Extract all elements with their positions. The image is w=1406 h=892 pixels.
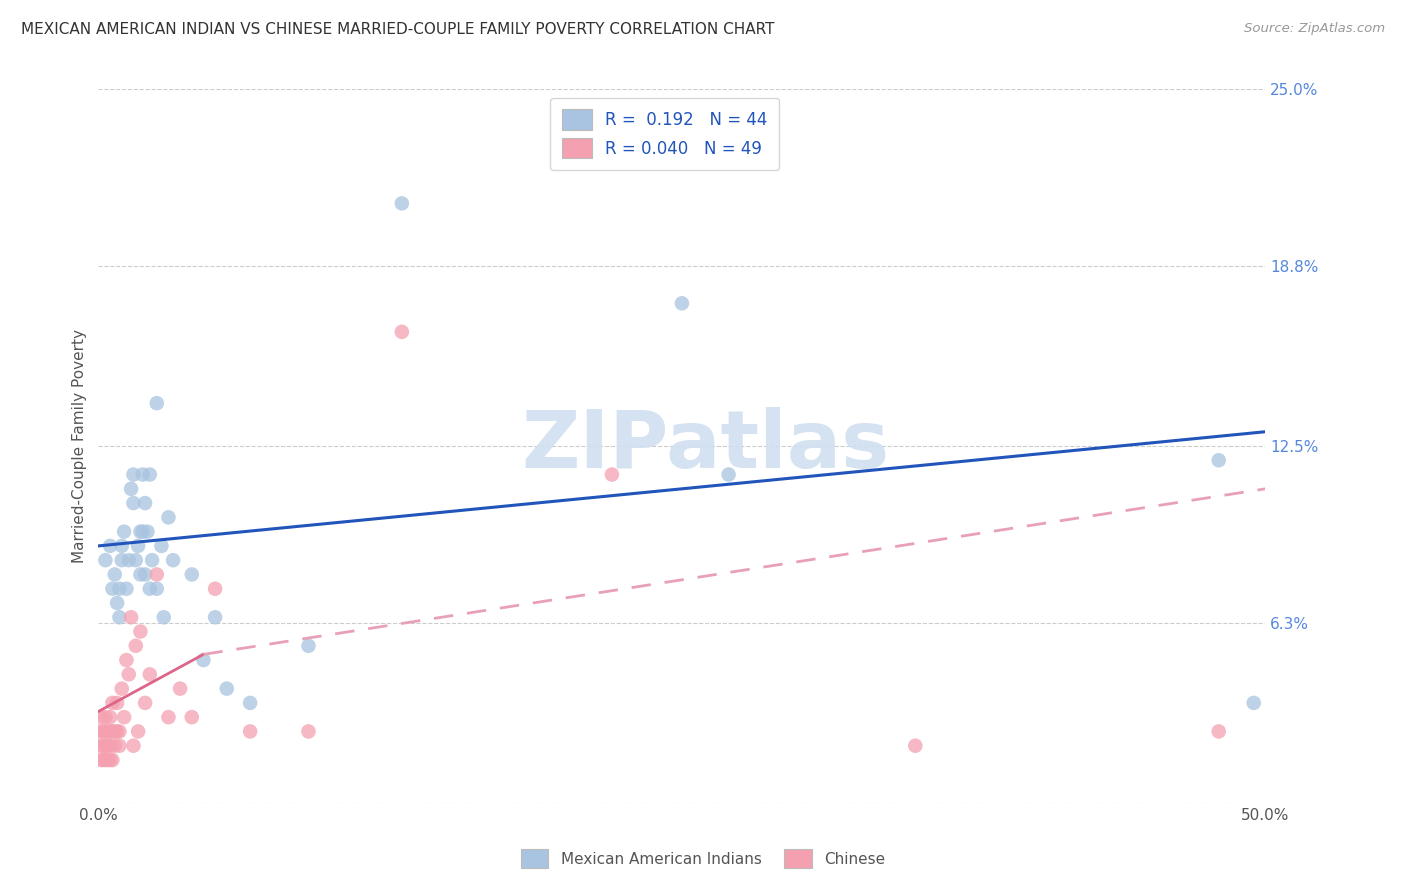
Point (134, 696, 156, 710)
Point (141, 553, 163, 567)
Point (297, 724, 319, 739)
Point (215, 681, 238, 696)
Point (671, 296, 693, 310)
Point (118, 553, 141, 567)
Point (90, 724, 112, 739)
Point (118, 667, 141, 681)
Y-axis label: Married-Couple Family Poverty: Married-Couple Family Poverty (72, 329, 87, 563)
Point (904, 739, 927, 753)
Point (180, 710, 202, 724)
Point (1208, 724, 1230, 739)
Point (127, 724, 149, 739)
Point (94, 753, 117, 767)
Legend: R =  0.192   N = 44, R = 0.040   N = 49: R = 0.192 N = 44, R = 0.040 N = 49 (550, 97, 779, 169)
Text: MEXICAN AMERICAN INDIAN VS CHINESE MARRIED-COUPLE FAMILY POVERTY CORRELATION CHA: MEXICAN AMERICAN INDIAN VS CHINESE MARRI… (21, 22, 775, 37)
Text: Source: ZipAtlas.com: Source: ZipAtlas.com (1244, 22, 1385, 36)
Point (1243, 696, 1265, 710)
Point (136, 524, 159, 539)
Point (115, 582, 138, 596)
Point (134, 567, 156, 582)
Point (125, 553, 148, 567)
Point (91, 739, 114, 753)
Point (146, 582, 169, 596)
Point (108, 724, 131, 739)
Point (157, 510, 180, 524)
Point (90, 753, 112, 767)
Point (104, 724, 127, 739)
Point (239, 696, 262, 710)
Point (94, 724, 117, 739)
Point (105, 596, 128, 610)
Point (129, 624, 152, 639)
Point (125, 639, 148, 653)
Point (150, 539, 173, 553)
Point (204, 582, 226, 596)
Point (139, 582, 162, 596)
Point (1208, 453, 1230, 467)
Point (297, 639, 319, 653)
Point (97, 753, 120, 767)
Legend: Mexican American Indians, Chinese: Mexican American Indians, Chinese (513, 841, 893, 875)
Point (120, 610, 142, 624)
Point (139, 467, 162, 482)
Point (97, 724, 120, 739)
Point (91, 724, 114, 739)
Point (129, 567, 152, 582)
Point (132, 524, 155, 539)
Point (112, 524, 135, 539)
Point (129, 524, 152, 539)
Point (169, 681, 191, 696)
Point (90, 710, 112, 724)
Point (108, 739, 131, 753)
Point (94, 739, 117, 753)
Point (111, 553, 134, 567)
Point (104, 739, 127, 753)
Point (108, 610, 131, 624)
Point (94, 710, 117, 724)
Point (90, 739, 112, 753)
Point (157, 710, 180, 724)
Point (112, 710, 135, 724)
Point (122, 739, 145, 753)
Point (98, 739, 121, 753)
Point (193, 653, 215, 667)
Point (146, 396, 169, 410)
Point (139, 667, 162, 681)
Point (101, 582, 124, 596)
Point (204, 610, 226, 624)
Point (101, 724, 124, 739)
Point (98, 539, 121, 553)
Point (97, 739, 120, 753)
Point (98, 753, 121, 767)
Point (101, 753, 124, 767)
Point (105, 724, 128, 739)
Point (111, 539, 134, 553)
Point (98, 710, 121, 724)
Point (120, 482, 142, 496)
Point (391, 196, 413, 211)
Point (162, 553, 184, 567)
Point (152, 610, 174, 624)
Point (101, 696, 124, 710)
Point (115, 653, 138, 667)
Point (600, 467, 623, 482)
Text: ZIPatlas: ZIPatlas (522, 407, 890, 485)
Point (91, 753, 114, 767)
Point (104, 567, 127, 582)
Point (134, 496, 156, 510)
Point (98, 724, 121, 739)
Point (180, 567, 202, 582)
Point (717, 467, 740, 482)
Point (111, 681, 134, 696)
Point (146, 567, 169, 582)
Point (391, 325, 413, 339)
Point (122, 496, 145, 510)
Point (105, 696, 128, 710)
Point (94, 553, 117, 567)
Point (132, 467, 155, 482)
Point (127, 539, 149, 553)
Point (239, 724, 262, 739)
Point (122, 467, 145, 482)
Point (108, 582, 131, 596)
